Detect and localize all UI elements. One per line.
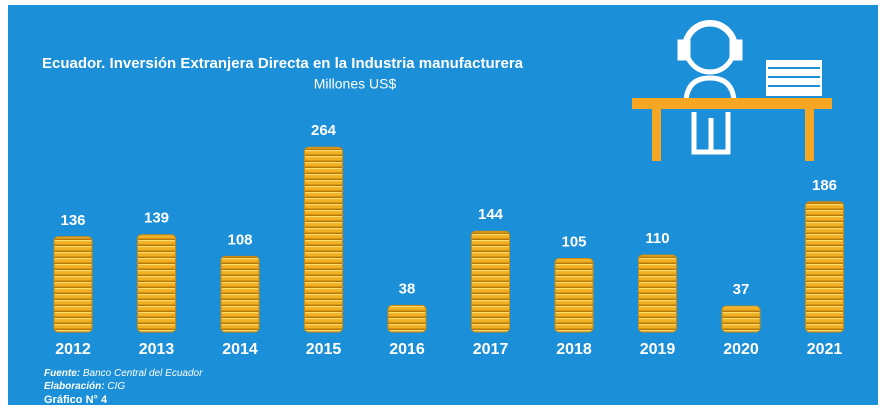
value-label: 144 <box>478 206 504 223</box>
chart-subtitle: Millones US$ <box>314 76 397 92</box>
icon <box>677 20 822 155</box>
coin-stack <box>53 236 93 333</box>
coin-stack <box>137 234 176 333</box>
x-tick-label: 2019 <box>640 341 676 358</box>
coin-stack <box>220 255 260 333</box>
desk-leg <box>652 109 661 161</box>
source-label: Fuente: <box>44 368 80 379</box>
x-tick-label: 2012 <box>55 341 91 358</box>
value-label: 136 <box>60 212 85 229</box>
coin-stack <box>805 201 844 333</box>
coin-stack <box>387 304 427 333</box>
source: Fuente: Banco Central del Ecuador <box>44 368 203 379</box>
value-label: 110 <box>645 230 669 247</box>
desk-leg <box>805 109 814 161</box>
desk <box>632 98 832 109</box>
figure-number: Gráfico N° 4 <box>44 394 108 406</box>
value-label: 186 <box>812 177 837 194</box>
author-text: CIG <box>107 381 125 392</box>
coin-stack <box>471 230 510 333</box>
source-text: Banco Central del Ecuador <box>83 368 203 379</box>
coin-stack <box>638 254 677 333</box>
x-tick-label: 2013 <box>139 341 175 358</box>
coin-stack <box>554 258 594 333</box>
coin-stack <box>721 305 761 333</box>
chart-title: Ecuador. Inversión Extranjera Directa en… <box>42 55 524 72</box>
coin-stack <box>304 146 343 333</box>
x-tick-label: 2018 <box>556 341 592 358</box>
background <box>8 5 878 405</box>
value-label: 108 <box>227 231 252 248</box>
x-tick-label: 2017 <box>473 341 509 358</box>
author-label: Elaboración: <box>44 381 105 392</box>
x-tick-label: 2020 <box>723 341 759 358</box>
value-label: 264 <box>311 122 337 139</box>
value-label: 139 <box>144 210 169 227</box>
x-tick-label: 2021 <box>807 341 843 358</box>
author: Elaboración: CIG <box>44 381 125 392</box>
x-tick-label: 2014 <box>222 341 258 358</box>
x-tick-label: 2015 <box>306 341 342 358</box>
value-label: 38 <box>399 280 416 297</box>
value-label: 105 <box>561 233 586 250</box>
value-label: 37 <box>733 281 750 298</box>
x-tick-label: 2016 <box>389 341 425 358</box>
